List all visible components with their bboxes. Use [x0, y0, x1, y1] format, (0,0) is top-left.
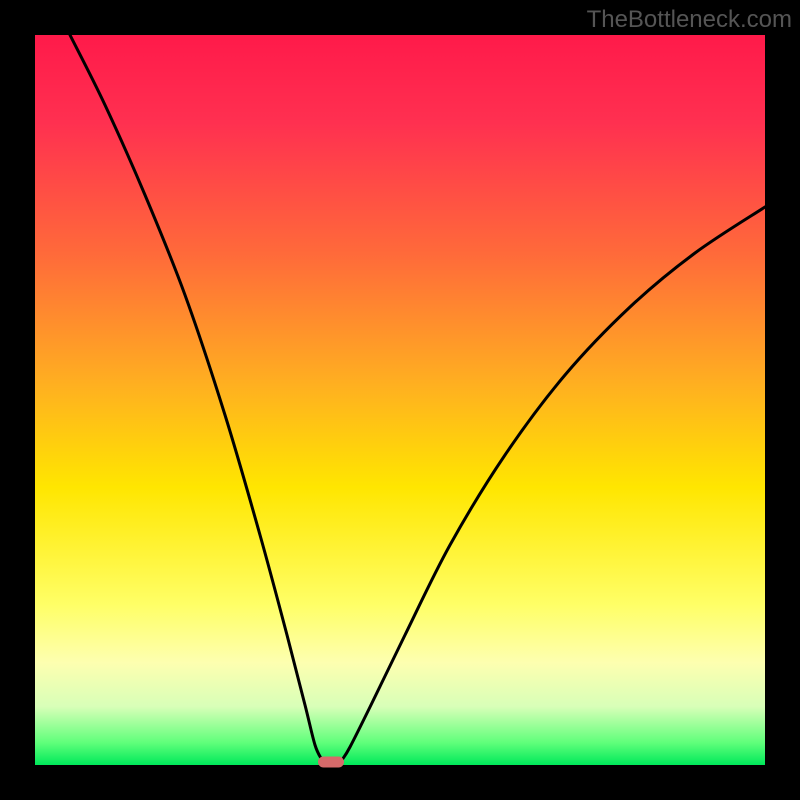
plot-svg — [35, 35, 765, 765]
chart-container: TheBottleneck.com — [0, 0, 800, 800]
gradient-background — [35, 35, 765, 765]
plot-area — [35, 35, 765, 765]
watermark-text: TheBottleneck.com — [587, 6, 792, 34]
bottleneck-marker — [318, 757, 344, 768]
